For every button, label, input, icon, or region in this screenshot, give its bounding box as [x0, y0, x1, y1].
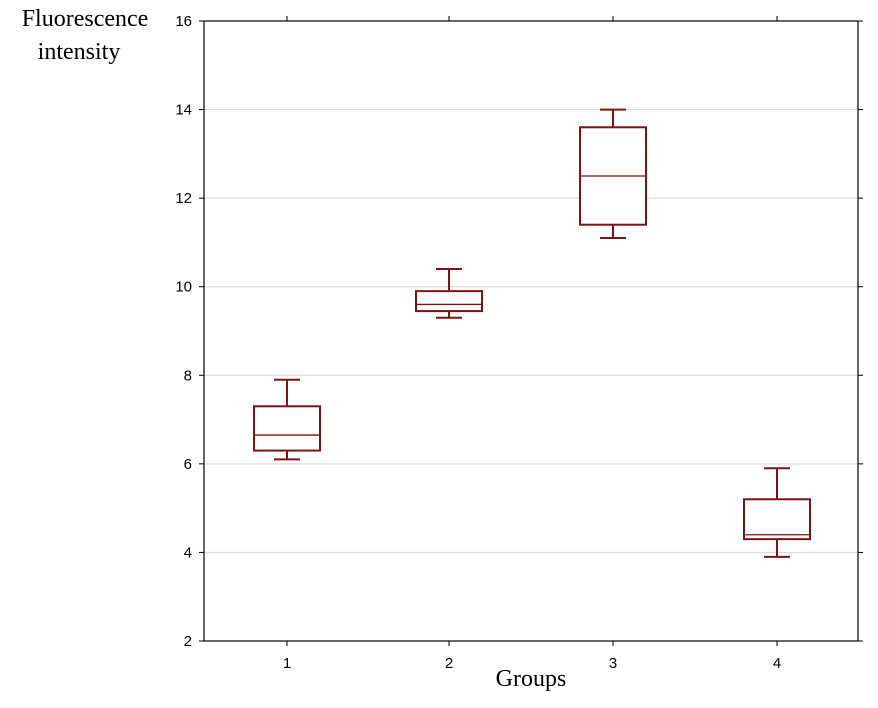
box-iqr-4 — [743, 498, 811, 541]
box-group-2 — [415, 268, 483, 319]
box-group-1 — [253, 378, 321, 461]
box-group-4 — [743, 467, 811, 558]
y-tick-label-16: 16 — [175, 13, 192, 30]
box-iqr-2 — [415, 290, 483, 313]
y-axis-label-line-2: intensity — [38, 39, 121, 65]
y-tick-label-8: 8 — [184, 367, 192, 384]
x-tick-label-3: 3 — [609, 655, 617, 672]
y-tick-label-10: 10 — [175, 279, 192, 296]
y-axis-label-line-1: Fluorescence — [22, 6, 149, 32]
y-tick-label-4: 4 — [184, 544, 192, 561]
x-tick-label-2: 2 — [445, 655, 453, 672]
x-axis-label: Groups — [496, 666, 567, 692]
grid-layer — [204, 108, 858, 554]
x-tick-label-4: 4 — [773, 655, 781, 672]
plot-frame — [203, 20, 859, 642]
box-group-3 — [579, 108, 647, 239]
y-tick-label-2: 2 — [184, 633, 192, 650]
y-tick-label-6: 6 — [184, 456, 192, 473]
y-tick-label-12: 12 — [175, 190, 192, 207]
x-tick-label-1: 1 — [283, 655, 291, 672]
box-layer — [253, 108, 811, 558]
box-iqr-1 — [253, 405, 321, 452]
y-tick-label-14: 14 — [175, 102, 192, 119]
